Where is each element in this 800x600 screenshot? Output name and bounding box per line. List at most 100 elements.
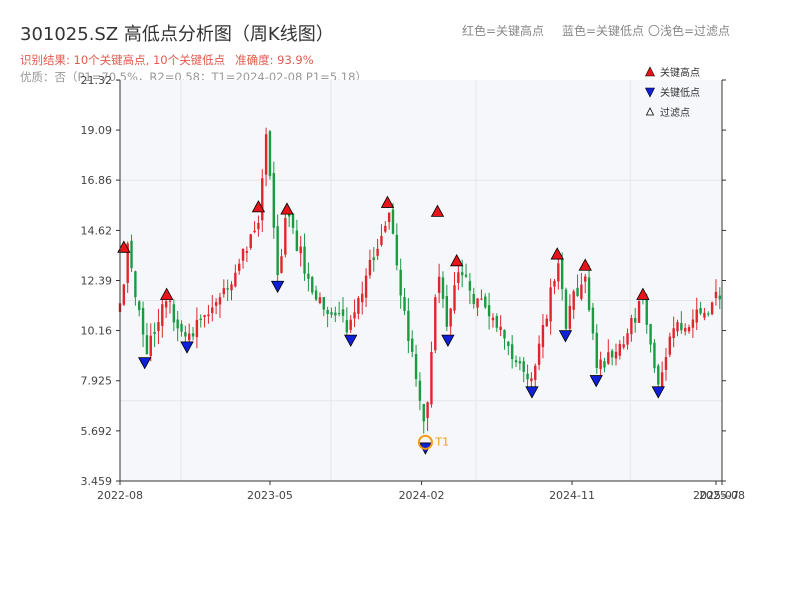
key-high-marker bbox=[430, 204, 445, 217]
candle-body bbox=[610, 350, 614, 358]
candle-body bbox=[680, 323, 683, 331]
legend-label: 关键低点 bbox=[660, 86, 700, 99]
key-high-marker bbox=[280, 202, 294, 215]
candle-body bbox=[584, 276, 587, 282]
candle-body bbox=[241, 248, 245, 261]
candle-body bbox=[337, 313, 341, 315]
candle-body bbox=[280, 256, 283, 273]
candle-body bbox=[472, 293, 475, 305]
key-high-marker bbox=[251, 200, 266, 213]
candle-body bbox=[387, 212, 391, 222]
candle-body bbox=[364, 275, 368, 298]
candle-body bbox=[460, 272, 464, 276]
candle-body bbox=[668, 336, 672, 355]
candle-body bbox=[664, 357, 668, 370]
candle-body bbox=[268, 131, 272, 176]
key-high-marker bbox=[160, 287, 174, 300]
candle-body bbox=[683, 327, 687, 332]
candle-body bbox=[599, 359, 602, 370]
x-tick-label: 2025-07 bbox=[693, 489, 739, 502]
candle-body bbox=[199, 318, 202, 320]
candle-body bbox=[510, 344, 514, 360]
key-low-marker bbox=[558, 330, 573, 343]
candle-body bbox=[437, 276, 441, 293]
candle-body bbox=[514, 360, 518, 363]
key-high-marker bbox=[550, 247, 564, 260]
candle-body bbox=[441, 277, 445, 299]
candle-body bbox=[299, 246, 302, 254]
candle-body bbox=[134, 271, 137, 298]
candle-body bbox=[718, 295, 722, 300]
candle-body bbox=[449, 308, 452, 327]
x-tick-label: 2023-05 bbox=[247, 489, 293, 502]
candle-body bbox=[687, 327, 691, 332]
candle-body bbox=[545, 318, 548, 327]
candle-body bbox=[330, 312, 333, 315]
candle-body bbox=[560, 259, 564, 290]
candle-body bbox=[357, 298, 360, 314]
candle-body bbox=[537, 343, 541, 365]
y-tick-label: 10.16 bbox=[81, 325, 113, 338]
candle-body bbox=[172, 304, 176, 323]
candle-body bbox=[503, 329, 506, 339]
key-high-marker bbox=[578, 258, 592, 271]
candle-body bbox=[218, 297, 222, 305]
candle-body bbox=[345, 320, 349, 333]
candle-body bbox=[203, 315, 206, 318]
y-tick-label: 16.86 bbox=[81, 174, 113, 187]
candle-body bbox=[322, 296, 325, 310]
result-text: 识别结果: 10个关键高点, 10个关键低点 bbox=[20, 53, 226, 67]
key-low-marker bbox=[180, 341, 194, 354]
candle-body bbox=[191, 333, 195, 337]
legend-filtered-symbol bbox=[645, 107, 655, 116]
candle-body bbox=[141, 307, 145, 335]
candle-body bbox=[549, 287, 552, 322]
candle-body bbox=[464, 274, 468, 277]
plot-background bbox=[120, 80, 722, 481]
legend-label: 过滤点 bbox=[660, 106, 690, 119]
accuracy-text: 准确度: 93.9% bbox=[235, 53, 314, 67]
candle-body bbox=[334, 312, 337, 316]
result-line: 识别结果: 10个关键高点, 10个关键低点 准确度: 93.9% bbox=[20, 52, 314, 68]
y-tick-label: 19.09 bbox=[81, 124, 113, 137]
candle-body bbox=[453, 285, 456, 311]
candle-body bbox=[368, 259, 372, 276]
candle-body bbox=[303, 246, 306, 274]
candle-body bbox=[703, 312, 706, 318]
key-high-marker bbox=[636, 287, 650, 300]
candle-body bbox=[237, 263, 241, 271]
x-tick-label: 2024-11 bbox=[549, 489, 595, 502]
candle-body bbox=[699, 307, 702, 314]
candle-body bbox=[276, 226, 279, 276]
t1-label: T1 bbox=[434, 435, 449, 448]
candle-body bbox=[145, 335, 149, 354]
candle-body bbox=[184, 332, 187, 337]
candle-body bbox=[349, 319, 352, 330]
candle-body bbox=[211, 307, 214, 314]
candle-body bbox=[411, 338, 414, 352]
candle-body bbox=[403, 296, 406, 311]
candle-body bbox=[557, 263, 560, 282]
candle-body bbox=[580, 284, 583, 299]
candle-body bbox=[291, 213, 295, 228]
candles bbox=[118, 127, 722, 434]
key-low-marker bbox=[525, 386, 539, 399]
candle-body bbox=[541, 325, 545, 348]
candle-body bbox=[234, 272, 237, 287]
candle-body bbox=[518, 361, 522, 364]
candle-body bbox=[138, 301, 141, 311]
y-tick-label: 5.692 bbox=[81, 425, 113, 438]
candle-body bbox=[714, 291, 718, 299]
key-low-marker bbox=[138, 357, 152, 370]
candle-body bbox=[630, 318, 633, 335]
candle-body bbox=[326, 309, 329, 315]
candle-body bbox=[176, 319, 179, 329]
candle-body bbox=[649, 324, 652, 345]
candle-body bbox=[553, 280, 556, 287]
candle-body bbox=[695, 309, 698, 323]
key-low-marker bbox=[441, 334, 455, 347]
candle-body bbox=[476, 298, 479, 308]
candle-body bbox=[614, 351, 618, 359]
y-tick-label: 7.925 bbox=[81, 375, 113, 388]
markers: T1 bbox=[117, 195, 665, 455]
